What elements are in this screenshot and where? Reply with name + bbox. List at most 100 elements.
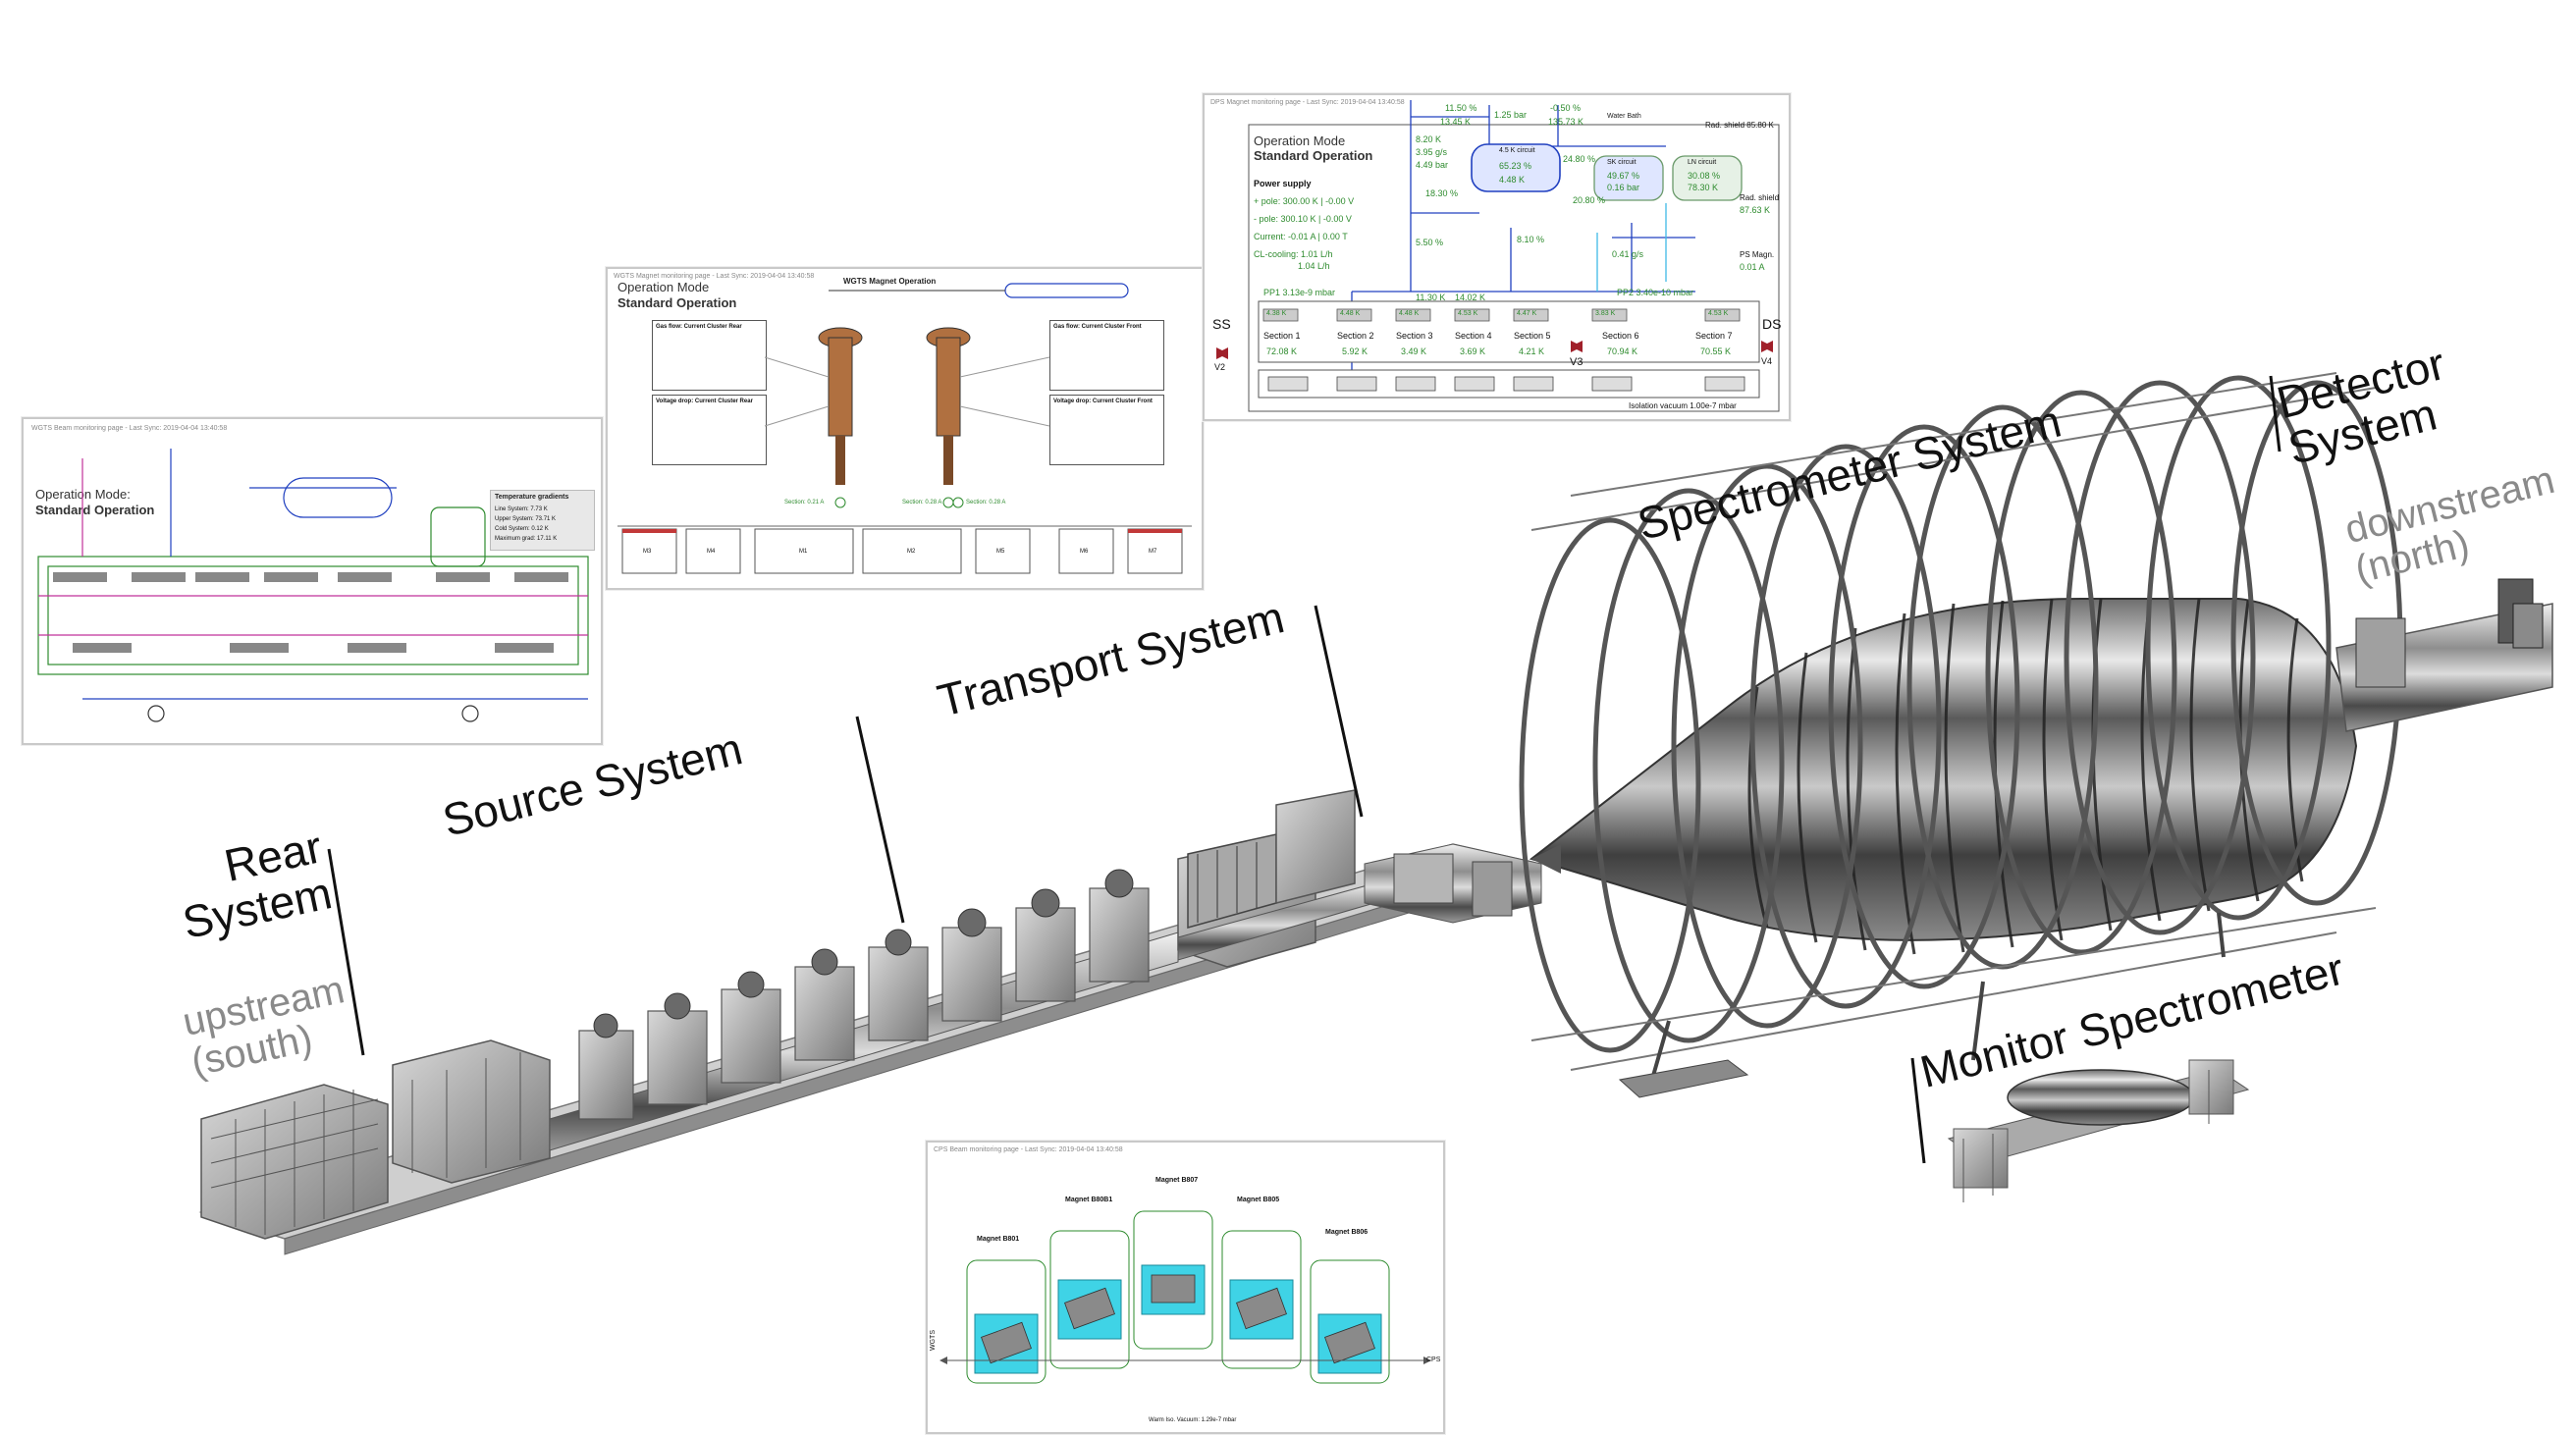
panel-dps-section-temp: 5.92 K bbox=[1342, 346, 1368, 356]
panel-dps-v2: V2 bbox=[1214, 362, 1226, 372]
panel-rear-temp-row: Upper System: 73.71 K bbox=[495, 516, 557, 522]
panel-dps-rad-shield2-value: 87.63 K bbox=[1740, 205, 1771, 215]
rear-system-machinery bbox=[200, 1039, 551, 1240]
panel-rear-temp-box: Temperature gradients Line System: 7.73 … bbox=[490, 490, 595, 551]
panel-rear-temp-row: Cold System: 0.12 K bbox=[495, 526, 549, 532]
panel-dps-top-value: 11.50 % bbox=[1445, 103, 1477, 113]
panel-dps-valve-pct: 24.80 % bbox=[1563, 154, 1596, 164]
panel-dps-section-temp: 72.08 K bbox=[1266, 346, 1298, 356]
panel-dps-valve-pct: 18.30 % bbox=[1425, 188, 1459, 198]
panel-dps-v3: V3 bbox=[1570, 356, 1583, 368]
panel-cps-footer: Warm Iso. Vacuum: 1.29e-7 mbar bbox=[1149, 1417, 1237, 1423]
panel-cps-magnet-label: Magnet B805 bbox=[1237, 1197, 1280, 1203]
panel-dps-left-value: 4.49 bar bbox=[1416, 160, 1449, 170]
panel-dps-top-value: 13.45 K bbox=[1440, 117, 1472, 127]
panel-dps-sk-circuit: SK circuit bbox=[1607, 159, 1637, 166]
panel-dps-cl-cooling: CL-cooling: 1.01 L/h bbox=[1254, 249, 1333, 259]
panel-wgts-mode-value: Standard Operation bbox=[617, 295, 737, 310]
panel-dps-mid-value: 14.02 K bbox=[1455, 293, 1486, 302]
separator-transport-spectrometer bbox=[1314, 605, 1364, 818]
panel-rear-temp-title: Temperature gradients bbox=[495, 494, 569, 501]
panel-dps-header: DPS Magnet monitoring page - Last Sync: … bbox=[1210, 99, 1405, 106]
panel-wgts-magnet-label: M2 bbox=[907, 549, 916, 555]
panel-cps-magnet-label: Magnet B807 bbox=[1155, 1177, 1199, 1184]
monitor-spectrometer-machinery bbox=[1947, 1059, 2250, 1202]
panel-rear-header: WGTS Beam monitoring page - Last Sync: 2… bbox=[31, 425, 228, 432]
panel-dps-mode-value: Standard Operation bbox=[1254, 148, 1373, 163]
panel-wgts-readout: Section: 0.21 A bbox=[784, 500, 825, 506]
panel-cps-right-tag: CPS bbox=[1426, 1357, 1441, 1363]
panel-dps-isolation-text: Isolation vacuum 1.00e-7 mbar bbox=[1629, 401, 1737, 410]
panel-dps-v4: V4 bbox=[1761, 356, 1773, 366]
panel-dps-left-value: 8.20 K bbox=[1416, 134, 1442, 144]
panel-rear-temp-row: Line System: 7.73 K bbox=[495, 506, 548, 512]
panel-dps-sensor: 4.48 K bbox=[1340, 310, 1361, 317]
panel-dps-section-temp: 4.21 K bbox=[1519, 346, 1545, 356]
panel-dps-top-value: -0.50 % bbox=[1550, 103, 1582, 113]
source-system-machinery bbox=[549, 838, 1316, 1151]
panel-dps-section-name: Section 4 bbox=[1455, 331, 1492, 341]
panel-rear-temp-row: Maximum grad: 17.11 K bbox=[495, 536, 558, 542]
panel-dps-ln-circuit: LN circuit bbox=[1688, 159, 1717, 166]
separator-source-transport bbox=[855, 716, 905, 924]
panel-dps-sk-value: 49.67 % bbox=[1607, 171, 1640, 181]
panel-dps-sensor: 4.53 K bbox=[1458, 310, 1478, 317]
panel-rear-schematic bbox=[37, 449, 589, 722]
panel-cps-magnet-label: Magnet B806 bbox=[1325, 1229, 1368, 1236]
panel-dps-circuit-value: 4.48 K bbox=[1499, 175, 1526, 185]
panel-dps-ln-value: 78.30 K bbox=[1688, 183, 1719, 192]
panel-dps-top-value: Water Bath bbox=[1607, 113, 1641, 120]
panel-dps-valve-pct: 5.50 % bbox=[1416, 238, 1444, 247]
panel-dps-plus-pole: + pole: 300.00 K | -0.00 V bbox=[1254, 196, 1355, 206]
panel-dps-sensor: 4.48 K bbox=[1399, 310, 1420, 317]
panel-dps-ps-magn-value: 0.01 A bbox=[1740, 262, 1765, 272]
panel-dps-sensor: 4.47 K bbox=[1517, 310, 1537, 317]
panel-dps-pp1: PP1 3.13e-9 mbar bbox=[1263, 288, 1336, 297]
panel-wgts-magnet-label: M5 bbox=[996, 549, 1005, 555]
panel-rear-monitoring: WGTS Beam monitoring page - Last Sync: 2… bbox=[22, 417, 603, 745]
panel-wgts-box-left: Gas flow: Current Cluster Rear bbox=[652, 320, 767, 391]
panel-dps-section-temp: 3.49 K bbox=[1401, 346, 1427, 356]
panel-cps-magnet-label: Magnet B80B1 bbox=[1065, 1197, 1113, 1203]
panel-dps-top-value: 1.25 bar bbox=[1494, 110, 1528, 120]
panel-wgts-schematic bbox=[617, 283, 1192, 574]
panel-wgts-magnet-label: M4 bbox=[707, 549, 716, 555]
panel-dps-magnet: DPS Magnet monitoring page - Last Sync: … bbox=[1203, 93, 1791, 421]
panel-wgts-box-right2: Voltage drop: Current Cluster Front bbox=[1049, 395, 1164, 465]
panel-cps-magnet: CPS Beam monitoring page - Last Sync: 20… bbox=[926, 1141, 1445, 1434]
panel-wgts-box-left-title: Gas flow: Current Cluster Rear bbox=[656, 324, 742, 330]
detector-system-machinery bbox=[2335, 578, 2553, 732]
separator-monitor bbox=[1910, 1057, 1926, 1164]
panel-dps-section-name: Section 6 bbox=[1602, 331, 1639, 341]
main-spectrometer bbox=[1519, 372, 2403, 1098]
panel-dps-ss: SS bbox=[1212, 316, 1231, 332]
panel-cps-magnet-label: Magnet B801 bbox=[977, 1236, 1020, 1243]
panel-dps-rad-shield: Rad. shield 85.80 K bbox=[1705, 121, 1774, 130]
panel-dps-circuit-value: 65.23 % bbox=[1499, 161, 1532, 171]
current-lead-left bbox=[818, 327, 863, 485]
panel-dps-ps-magn-label: PS Magn. bbox=[1740, 250, 1775, 259]
panel-wgts-mode-label: Operation Mode bbox=[617, 280, 710, 294]
panel-wgts-magnet-label: M7 bbox=[1149, 549, 1157, 555]
panel-cps-schematic bbox=[939, 1210, 1431, 1384]
separator-spectrometer-detector bbox=[2269, 375, 2281, 452]
panel-dps-rad-shield2-label: Rad. shield bbox=[1740, 193, 1780, 202]
panel-dps-section-name: Section 2 bbox=[1337, 331, 1374, 341]
panel-rear-mode-value: Standard Operation bbox=[35, 503, 155, 517]
panel-dps-ln-value: 30.08 % bbox=[1688, 171, 1721, 181]
panel-dps-pp2: PP2 3.40e-10 mbar bbox=[1617, 288, 1694, 297]
panel-dps-section-name: Section 1 bbox=[1263, 331, 1301, 341]
transport-system-machinery bbox=[1177, 789, 1542, 961]
panel-wgts-box-right-title: Gas flow: Current Cluster Front bbox=[1053, 324, 1142, 330]
panel-dps-sensor: 4.38 K bbox=[1266, 310, 1287, 317]
panel-dps-section-name: Section 5 bbox=[1514, 331, 1551, 341]
panel-dps-ds: DS bbox=[1762, 316, 1782, 332]
panel-dps-valve-pct: 20.80 % bbox=[1573, 195, 1606, 205]
panel-dps-sensor: 4.53 K bbox=[1708, 310, 1729, 317]
panel-wgts-box-left2-title: Voltage drop: Current Cluster Rear bbox=[656, 399, 753, 404]
panel-dps-top-value: 135.73 K bbox=[1548, 117, 1584, 127]
panel-wgts-readout: Section: 0.28 A bbox=[966, 500, 1006, 506]
panel-wgts-magnet-label: M3 bbox=[643, 549, 652, 555]
